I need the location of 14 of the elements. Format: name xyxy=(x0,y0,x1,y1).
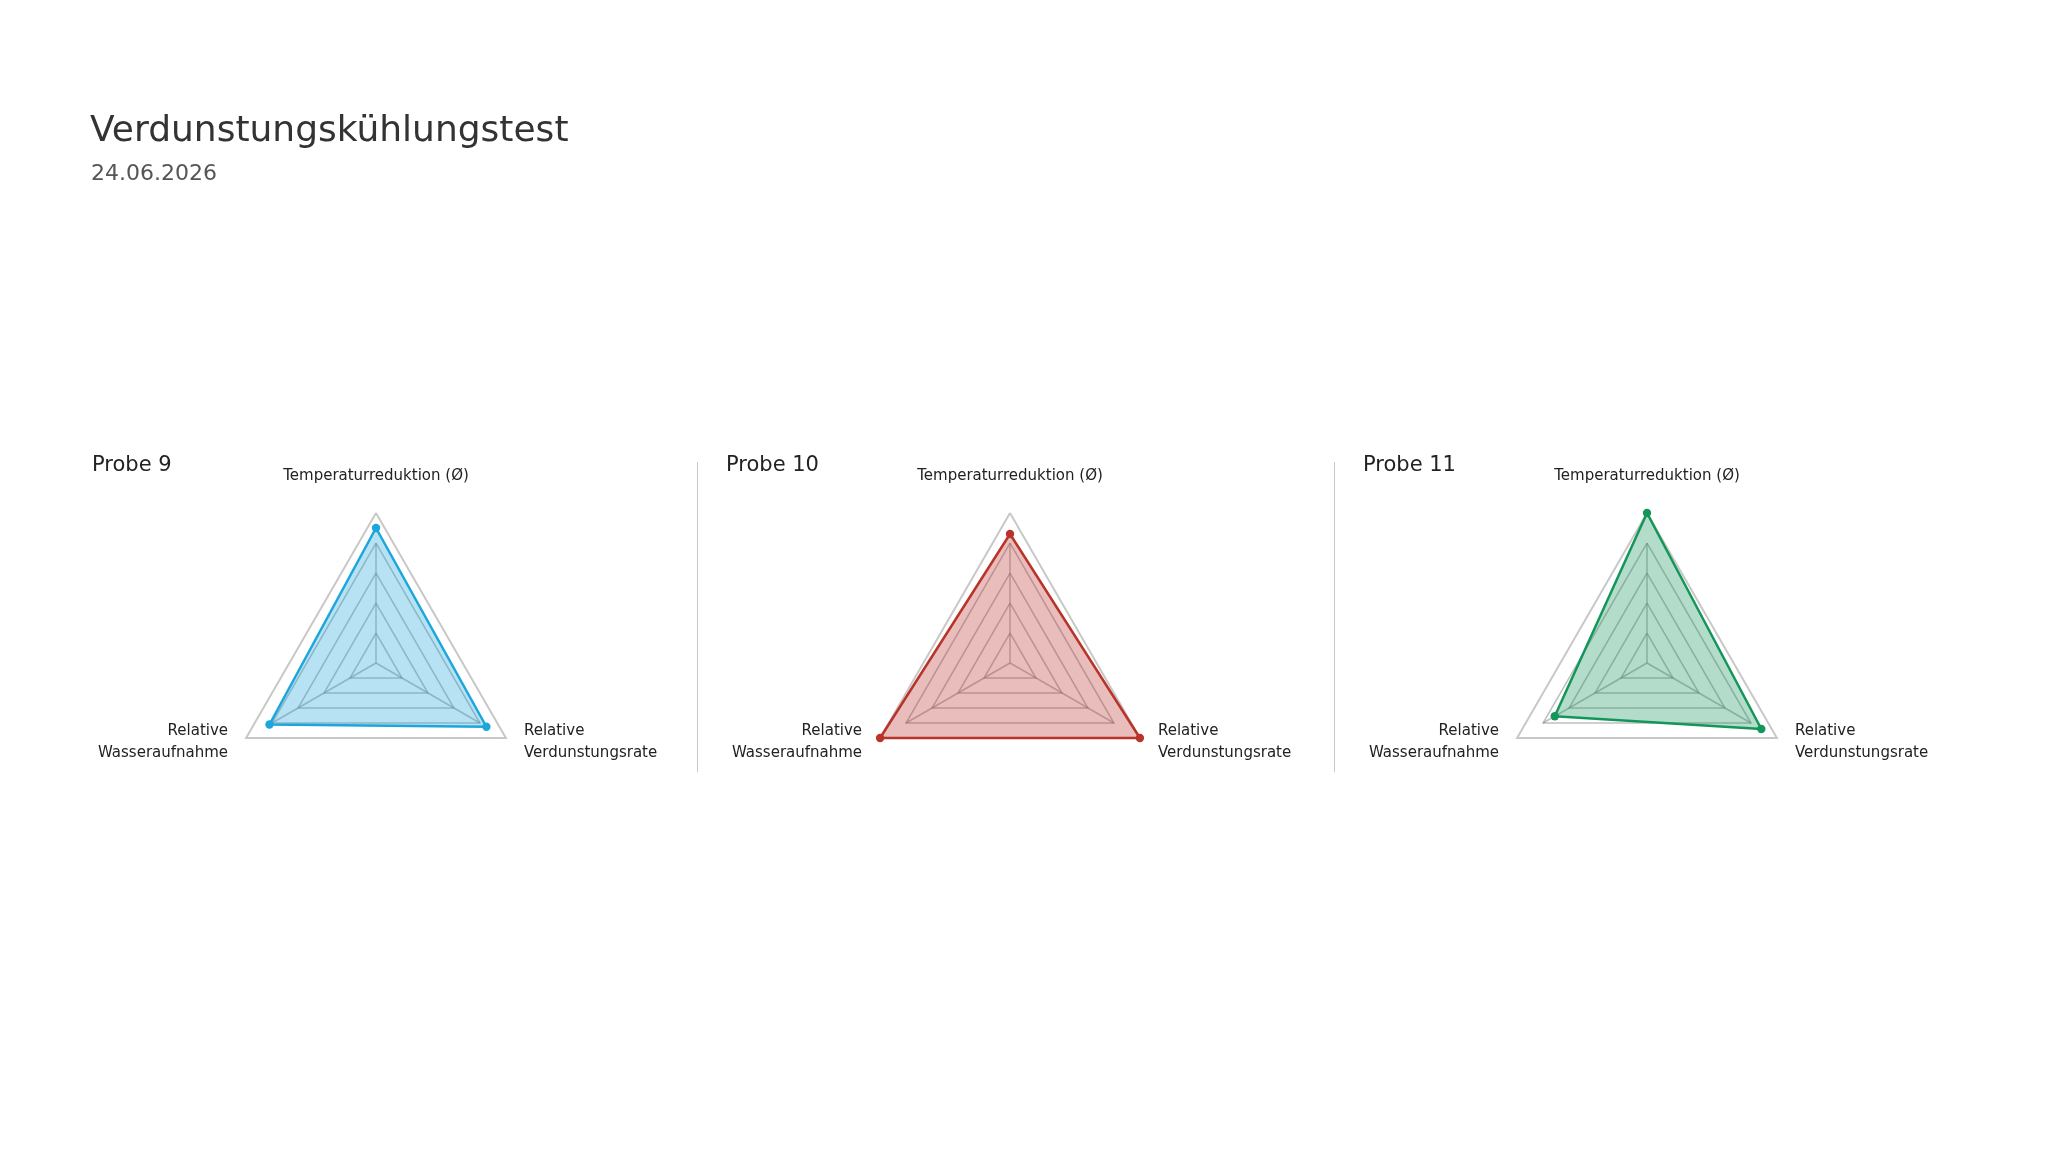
spoke-label: Relative Verdunstungsrate xyxy=(523,721,658,761)
spoke-label: Relative Verdunstungsrate xyxy=(1157,721,1292,761)
spoke-label: Relative Wasseraufnahme xyxy=(731,721,863,761)
chart-title: Probe 11 xyxy=(1363,452,1456,476)
spoke-label: Temperaturreduktion (Ø) xyxy=(916,466,1103,484)
chart-title: Probe 9 xyxy=(92,452,172,476)
spoke-label: Relative Wasseraufnahme xyxy=(1368,721,1500,761)
spoke-label: Relative Verdunstungsrate xyxy=(1794,721,1929,761)
chart-title: Probe 10 xyxy=(726,452,819,476)
spoke-label: Temperaturreduktion (Ø) xyxy=(1553,466,1740,484)
spoke-label: Temperaturreduktion (Ø) xyxy=(282,466,469,484)
text: 24.06.2026 xyxy=(91,160,217,185)
text: Verdunstungskühlungstest xyxy=(90,108,569,149)
spoke-label: Relative Wasseraufnahme xyxy=(97,721,229,761)
